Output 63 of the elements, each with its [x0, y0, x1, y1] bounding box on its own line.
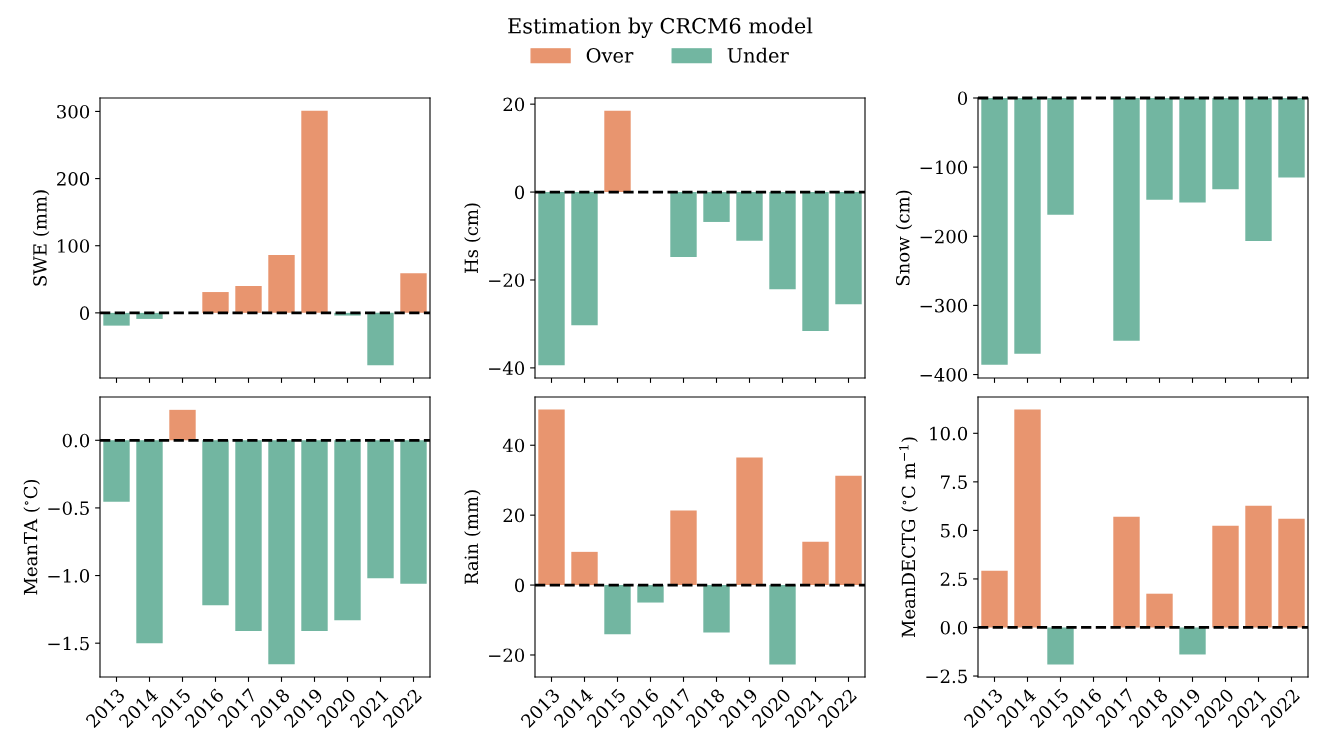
y-tick-label: 0 — [514, 578, 525, 593]
y-tick-label: 0.0 — [940, 620, 968, 635]
y-tick-label: −400 — [920, 368, 968, 382]
y-tick-label: 2.5 — [940, 572, 967, 587]
bar — [538, 409, 565, 586]
bar — [136, 312, 163, 319]
bar — [1179, 627, 1206, 655]
bar — [769, 585, 796, 665]
y-tick-label: −0.5 — [48, 501, 89, 516]
bar — [367, 312, 394, 366]
y-tick-label: −40 — [489, 361, 525, 376]
bar — [1113, 516, 1140, 628]
y-tick-label: −1.0 — [48, 569, 90, 583]
y-tick-label: −20 — [489, 648, 525, 663]
y-tick-label: 200 — [57, 172, 90, 186]
y-tick-label: 0 — [957, 91, 968, 106]
bar — [400, 273, 427, 313]
y-axis-title: MeanTA ($^{∘}$C) — [23, 479, 40, 595]
bar — [1014, 409, 1041, 628]
y-axis-title: MeanDECTG ($^{∘}$C m$^{−1}$) — [899, 437, 918, 638]
bar — [301, 110, 328, 313]
y-tick-label: −1.5 — [48, 636, 89, 651]
bar — [981, 570, 1008, 628]
y-tick-label: −300 — [920, 298, 968, 313]
bar — [268, 255, 295, 313]
y-tick-label: 300 — [57, 104, 90, 119]
y-axis-title: Hs (cm) — [464, 203, 481, 274]
y-axis-title: SWE (mm) — [32, 190, 50, 286]
bar — [103, 312, 130, 326]
y-tick-label: 5.0 — [941, 523, 968, 538]
bar — [736, 457, 763, 586]
y-tick-label: −200 — [920, 229, 968, 244]
y-tick-label: 0.0 — [62, 433, 90, 448]
bar — [202, 292, 229, 313]
y-axis-title: Rain (mm) — [464, 490, 481, 585]
legend-label: Over — [586, 48, 634, 63]
y-tick-label: 10.0 — [930, 426, 968, 441]
bar — [703, 585, 730, 633]
y-tick-label: 40 — [502, 438, 525, 453]
bar — [1047, 627, 1074, 665]
bar — [235, 286, 262, 313]
legend-title: Estimation by CRCM6 model — [508, 17, 813, 38]
y-tick-label: 7.5 — [941, 475, 967, 489]
y-axis-title: Snow (cm) — [895, 190, 913, 286]
y-tick-label: −100 — [920, 160, 968, 175]
bar — [637, 585, 664, 603]
bar — [1212, 525, 1239, 628]
bar — [1278, 518, 1305, 628]
y-tick-label: 0 — [514, 185, 525, 200]
y-tick-label: −2.5 — [926, 669, 967, 684]
bar — [802, 541, 829, 586]
y-tick-label: 0 — [79, 306, 90, 320]
bar — [670, 510, 697, 586]
legend-label: Under — [727, 47, 789, 63]
y-tick-label: 20 — [503, 97, 525, 112]
bar — [835, 475, 862, 586]
y-tick-label: 100 — [58, 239, 90, 253]
y-tick-label: 20 — [503, 508, 525, 523]
bar — [571, 551, 598, 586]
bar — [604, 585, 631, 635]
y-tick-label: −20 — [489, 273, 525, 288]
bar — [1146, 593, 1173, 628]
bar — [1245, 505, 1272, 628]
